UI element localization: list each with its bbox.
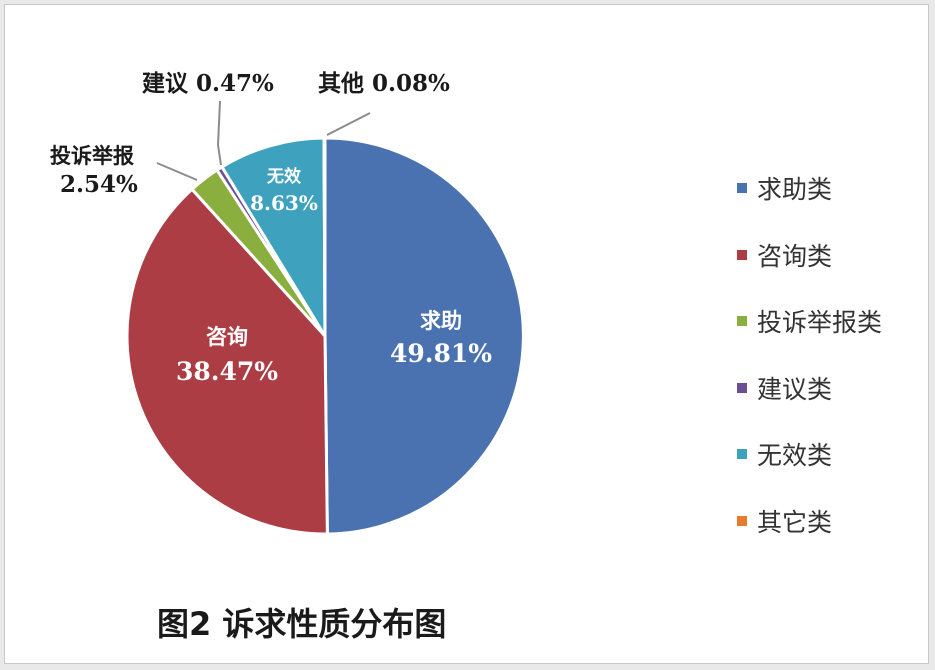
data-label-suggestion: 建议 0.47% <box>142 70 274 97</box>
data-label-name-invalid: 无效 <box>266 166 301 187</box>
legend-swatch <box>737 382 747 393</box>
data-label-value-consult: 38.47% <box>176 357 278 386</box>
legend-swatch <box>737 316 747 327</box>
pie-slice-consult <box>125 187 329 536</box>
legend-label: 无效类 <box>757 441 833 471</box>
pie-slice-help <box>323 136 525 536</box>
pie-chart: 求助 49.81% 咨询 38.47% 无效 8.63% 投诉举报 2.54% 建议 0.47%… <box>50 70 525 536</box>
leader-line-complaint <box>156 162 198 181</box>
legend-label: 咨询类 <box>757 241 833 271</box>
data-label-name-help: 求助 <box>420 308 462 333</box>
legend-item: 其它类 <box>737 488 882 555</box>
data-label-other: 其他 0.08% <box>318 70 450 97</box>
legend-label: 其它类 <box>757 507 833 537</box>
data-label-value-invalid: 8.63% <box>250 191 318 215</box>
legend-label: 求助类 <box>757 175 833 205</box>
legend-swatch <box>737 249 747 260</box>
legend-item: 求助类 <box>737 155 882 222</box>
pie-slice-invalid <box>219 136 327 342</box>
data-label-name-complaint: 投诉举报 <box>50 143 134 168</box>
legend-swatch <box>737 449 747 460</box>
legend-label: 投诉举报类 <box>757 308 883 338</box>
legend-item: 建议类 <box>737 355 882 422</box>
leader-line-suggestion <box>216 100 222 166</box>
data-label-name-consult: 咨询 <box>206 324 248 349</box>
legend-item: 无效类 <box>737 421 882 488</box>
chart-title: 图2 诉求性质分布图 <box>157 605 447 643</box>
pie-slice-other <box>322 136 327 337</box>
legend-swatch <box>737 515 747 526</box>
legend-item: 咨询类 <box>737 222 882 289</box>
legend-label: 建议类 <box>757 374 833 404</box>
legend-swatch <box>737 183 747 194</box>
chart-frame: 求助 49.81% 咨询 38.47% 无效 8.63% 投诉举报 2.54% 建议 0.47%… <box>4 4 929 664</box>
data-label-value-complaint: 2.54% <box>60 171 138 198</box>
legend-item: 投诉举报类 <box>737 288 882 355</box>
legend: 求助类 咨询类 投诉举报类 建议类 无效类 其它类 <box>737 155 882 554</box>
data-label-value-help: 49.81% <box>390 339 492 368</box>
leader-line-other <box>326 112 371 136</box>
